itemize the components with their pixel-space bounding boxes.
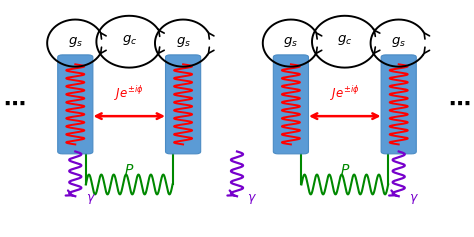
FancyBboxPatch shape xyxy=(273,55,309,154)
Text: $g_s$: $g_s$ xyxy=(175,35,191,49)
Text: $g_s$: $g_s$ xyxy=(283,35,299,49)
Text: $g_s$: $g_s$ xyxy=(68,35,83,49)
Text: $P$: $P$ xyxy=(340,163,350,177)
Text: $Je^{\pm i\phi}$: $Je^{\pm i\phi}$ xyxy=(114,84,144,103)
FancyBboxPatch shape xyxy=(165,55,201,154)
Text: $Je^{\pm i\phi}$: $Je^{\pm i\phi}$ xyxy=(330,84,360,103)
Text: $g_s$: $g_s$ xyxy=(391,35,406,49)
FancyBboxPatch shape xyxy=(381,55,416,154)
Text: ⋯: ⋯ xyxy=(3,94,26,114)
FancyBboxPatch shape xyxy=(58,55,93,154)
Text: ⋯: ⋯ xyxy=(448,94,471,114)
Text: $\gamma$: $\gamma$ xyxy=(247,191,257,206)
Text: $g_c$: $g_c$ xyxy=(121,33,137,47)
Text: $\gamma$: $\gamma$ xyxy=(86,191,96,206)
Text: $g_c$: $g_c$ xyxy=(337,33,353,47)
Text: $\gamma$: $\gamma$ xyxy=(409,191,419,206)
Text: $P$: $P$ xyxy=(124,163,134,177)
